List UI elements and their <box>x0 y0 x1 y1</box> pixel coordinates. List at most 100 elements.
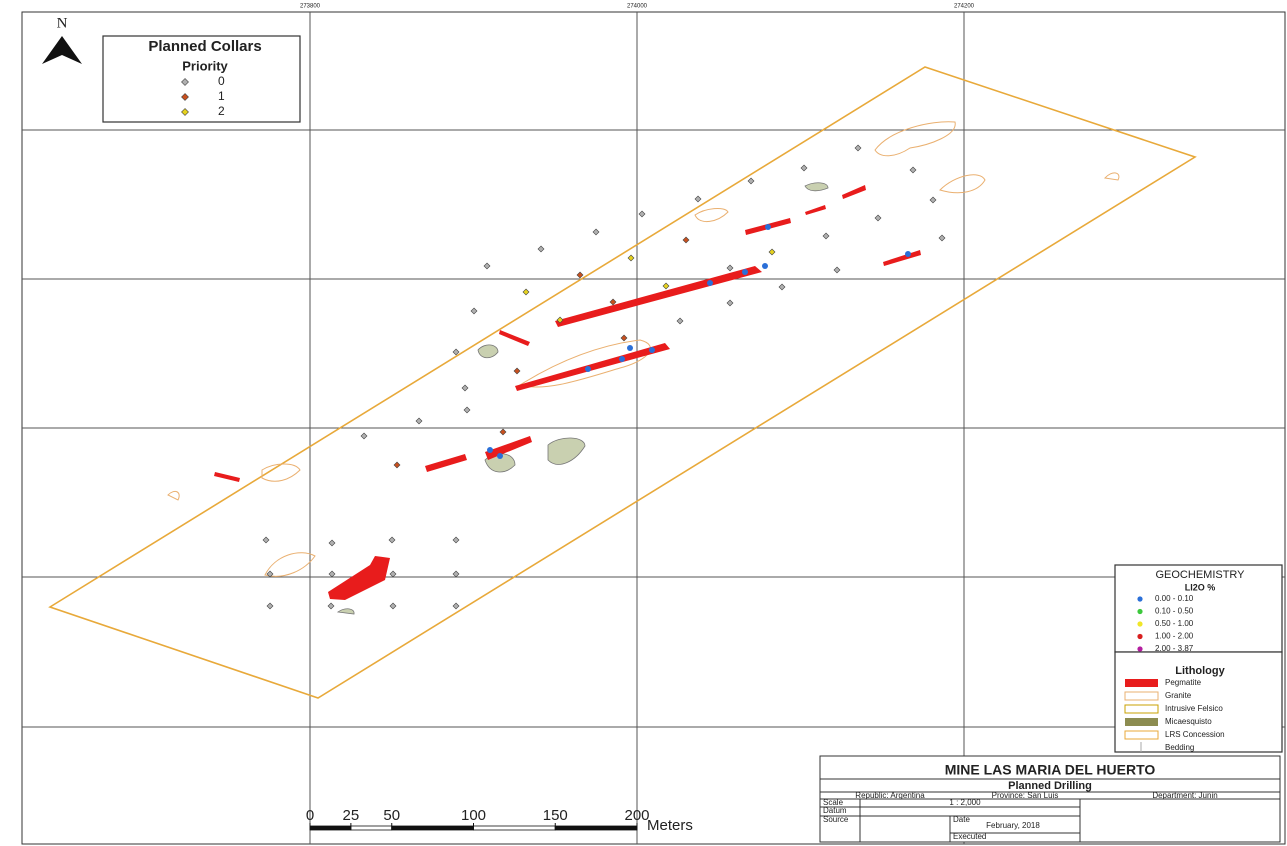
swatch <box>1125 679 1158 687</box>
geochem-legend <box>1114 564 1283 653</box>
collar <box>266 570 274 578</box>
scale-label: 100 <box>461 807 486 824</box>
legend-label: Micaesquisto <box>1165 717 1212 726</box>
north-arrow <box>42 36 82 64</box>
collar <box>938 234 946 242</box>
collar <box>874 214 882 222</box>
scale-value: 1 : 2,000 <box>949 798 981 807</box>
legend-title: GEOCHEMISTRY <box>1155 569 1245 581</box>
planned-collars <box>262 144 946 610</box>
collar <box>452 602 460 610</box>
legend-label: 0.00 - 0.10 <box>1155 594 1194 603</box>
scale-label: Scale <box>823 798 844 807</box>
collar <box>393 461 401 469</box>
sample-point <box>619 356 625 362</box>
collar <box>328 539 336 547</box>
collar <box>592 228 600 236</box>
scale-label: 150 <box>543 807 568 824</box>
collar <box>726 299 734 307</box>
legend-label: LRS Concession <box>1165 730 1225 739</box>
collar <box>461 384 469 392</box>
swatch <box>1124 730 1159 740</box>
collar <box>909 166 917 174</box>
sample-point <box>762 263 768 269</box>
legend-subtitle: LI2O % <box>1185 582 1216 592</box>
collar <box>452 570 460 578</box>
grid-label: 274200 <box>954 4 975 10</box>
drill-samples <box>487 224 911 459</box>
swatch <box>1124 691 1159 701</box>
collar <box>627 254 635 262</box>
collar <box>499 428 507 436</box>
sample-point <box>649 347 655 353</box>
collar <box>388 536 396 544</box>
collar <box>854 144 862 152</box>
collar <box>452 348 460 356</box>
collar <box>415 417 423 425</box>
collar <box>747 177 755 185</box>
collar <box>778 283 786 291</box>
collar <box>576 271 584 279</box>
collar <box>262 536 270 544</box>
grid-label: 274000 <box>627 4 648 10</box>
collar <box>463 406 471 414</box>
province: Province: San Luis <box>992 791 1059 800</box>
legend-label: Intrusive Felsico <box>1165 704 1223 713</box>
department: Department: Junin <box>1152 791 1217 800</box>
collar <box>470 307 478 315</box>
collar <box>929 196 937 204</box>
collar <box>609 298 617 306</box>
collar <box>513 367 521 375</box>
sample-point <box>497 453 503 459</box>
grid <box>22 12 1285 844</box>
scale-label: 25 <box>343 807 360 824</box>
collar <box>266 602 274 610</box>
title-block <box>819 755 1281 843</box>
date-label: Date <box>953 815 970 824</box>
collar <box>360 432 368 440</box>
collar <box>328 570 336 578</box>
legend-symbol <box>1137 646 1143 652</box>
legend-label: 0 <box>218 74 225 88</box>
legend-label: 2.00 - 3.87 <box>1155 644 1194 653</box>
legend-symbol <box>1137 621 1143 627</box>
legend-label: 0.50 - 1.00 <box>1155 619 1194 628</box>
swatch <box>1125 718 1158 726</box>
sample-point <box>627 345 633 351</box>
sample-point <box>742 269 748 275</box>
scale-unit: Meters <box>647 817 693 834</box>
source-label: Source <box>823 815 849 824</box>
legend-symbol <box>1137 596 1143 602</box>
scale-label: 200 <box>624 807 649 824</box>
grid-label: 273800 <box>300 4 321 10</box>
legend-symbol <box>1137 608 1143 615</box>
legend-subtitle: Priority <box>182 58 228 73</box>
scale-segment <box>554 825 638 831</box>
swatch <box>1124 704 1159 714</box>
scale-label: 50 <box>383 807 400 824</box>
collar <box>662 282 670 290</box>
collar <box>389 570 397 578</box>
legend-symbol <box>181 78 189 86</box>
legend-symbol <box>181 108 189 116</box>
map-title: MINE LAS MARIA DEL HUERTO <box>945 762 1156 778</box>
collar <box>800 164 808 172</box>
republic: Republic: Argentina <box>855 791 925 800</box>
collar <box>822 232 830 240</box>
collar <box>483 262 491 270</box>
legend-title: Lithology <box>1175 665 1225 677</box>
legend-label: 2 <box>218 104 225 118</box>
sample-point <box>487 447 493 453</box>
collar <box>694 195 702 203</box>
sample-point <box>707 280 713 286</box>
collar <box>537 245 545 253</box>
legend-title: Planned Collars <box>148 38 261 55</box>
date: February, 2018 <box>986 821 1040 830</box>
micaschist <box>336 182 829 615</box>
collar <box>556 316 564 324</box>
collar <box>768 248 776 256</box>
scale-label: 0 <box>306 807 314 824</box>
sample-point <box>585 366 591 372</box>
